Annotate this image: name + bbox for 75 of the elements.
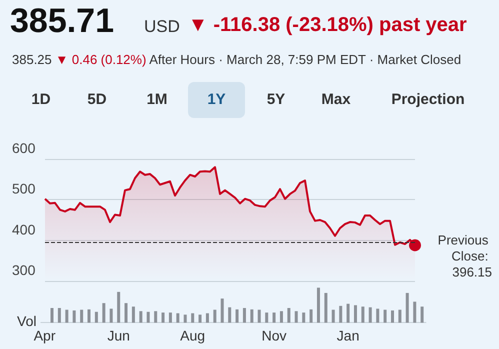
bar	[236, 309, 239, 323]
bar	[80, 310, 84, 323]
bar	[272, 312, 276, 323]
x-tick-label: Aug	[180, 328, 206, 344]
bar	[302, 312, 306, 323]
bar	[368, 307, 372, 323]
bar	[154, 311, 158, 323]
bar	[162, 312, 165, 323]
y-tick-label: 600	[12, 140, 36, 156]
text: After Hours · March 28, 7:59 PM EDT · Market Closed	[149, 52, 462, 67]
text: 1Y	[188, 82, 245, 118]
bar	[88, 309, 91, 323]
text: 5D	[86, 90, 108, 110]
bar	[102, 303, 106, 323]
bar	[265, 312, 268, 323]
bar	[220, 298, 224, 323]
y-tick-label: 300	[12, 262, 36, 278]
text: 5Y	[266, 90, 286, 110]
bar	[184, 314, 187, 323]
bar	[168, 312, 172, 323]
bar	[191, 313, 194, 323]
bar	[406, 292, 409, 323]
bar	[228, 307, 232, 323]
bar	[139, 311, 142, 323]
bar	[398, 310, 402, 323]
x-tick-label: Jun	[107, 328, 130, 344]
text: ▼ -116.38 (-23.18%) past year	[188, 14, 467, 37]
bar	[50, 308, 54, 323]
bar	[110, 308, 113, 323]
bar	[332, 310, 335, 323]
text: 385.25	[12, 52, 52, 67]
bar	[280, 311, 283, 323]
chart-title: 385.71	[10, 2, 114, 41]
bar	[354, 305, 357, 323]
y-tick-label: 500	[12, 180, 36, 197]
bar	[413, 302, 416, 323]
bar	[258, 310, 261, 323]
text: Max	[320, 90, 352, 110]
bar	[206, 313, 209, 323]
bar	[287, 308, 290, 323]
ref-line-label: Previous Close: 396.15	[438, 232, 492, 280]
x-tick-label: Jan	[336, 328, 360, 344]
x-tick-label: Apr	[34, 328, 56, 344]
y-axis-title: Vol	[17, 313, 36, 329]
bar	[339, 306, 342, 323]
text: Projection	[390, 90, 466, 110]
bar	[316, 288, 320, 323]
bar	[376, 308, 380, 323]
bar	[65, 310, 68, 323]
bar	[310, 309, 313, 323]
bar	[132, 306, 135, 323]
bar	[117, 292, 120, 323]
y-tick-label: 400	[12, 221, 36, 238]
bar	[324, 292, 328, 323]
bar	[146, 312, 150, 323]
bar	[72, 310, 76, 323]
bar	[346, 304, 350, 323]
bar	[420, 306, 424, 323]
bar	[176, 313, 180, 323]
bar	[58, 308, 61, 323]
bar	[294, 311, 298, 323]
bar	[390, 310, 394, 323]
bar	[198, 314, 202, 323]
text: ▼ 0.46 (0.12%)	[55, 52, 146, 67]
text: USD	[144, 17, 180, 37]
bar	[213, 310, 216, 323]
bar	[242, 308, 246, 323]
bar	[361, 306, 364, 323]
text: 1M	[146, 90, 168, 110]
text: 1D	[30, 90, 52, 110]
bar	[250, 309, 254, 323]
bar	[384, 310, 387, 323]
bar	[124, 303, 128, 323]
x-tick-label: Nov	[262, 328, 287, 344]
bar	[94, 312, 98, 323]
